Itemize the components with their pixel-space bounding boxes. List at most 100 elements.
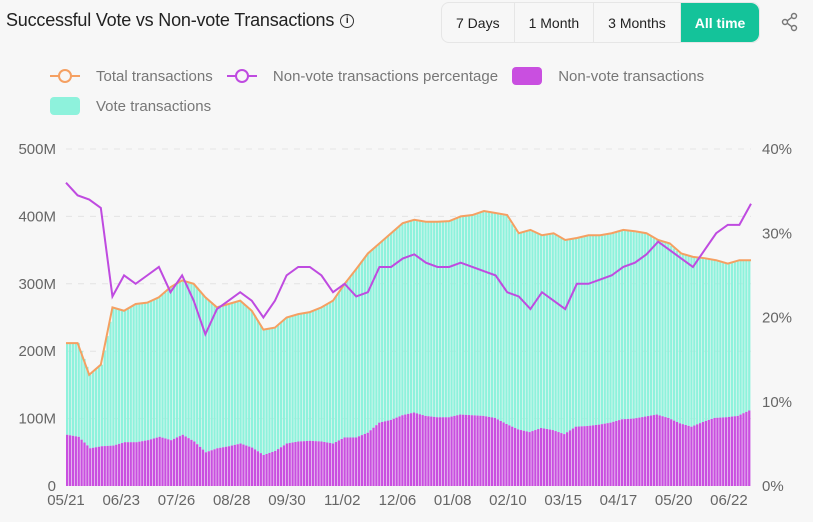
vote-bar (112, 307, 115, 446)
nonvote-bar (294, 442, 297, 486)
nonvote-bar (658, 415, 661, 486)
tab-3-months[interactable]: 3 Months (594, 3, 681, 42)
nonvote-bar (563, 434, 566, 486)
nonvote-bar (144, 440, 147, 486)
vote-bar (603, 234, 606, 424)
nonvote-bar (285, 443, 288, 486)
vote-bar (727, 262, 731, 417)
nonvote-bar (542, 428, 546, 486)
x-tick: 09/30 (268, 492, 306, 509)
nonvote-bar (430, 416, 433, 486)
vote-bar (407, 221, 410, 414)
vote-bar (421, 221, 424, 416)
y-right-tick: 20% (762, 310, 792, 327)
vote-bar (658, 240, 661, 416)
vote-bar (661, 241, 664, 417)
vote-bar (224, 304, 228, 447)
nonvote-bar (444, 417, 447, 486)
vote-bar (230, 303, 234, 446)
vote-bar (577, 237, 580, 427)
legend-vote[interactable]: Vote transactions (50, 94, 211, 118)
tab-all-time[interactable]: All time (680, 3, 760, 42)
nonvote-bar (337, 440, 340, 486)
nonvote-bar (320, 441, 323, 486)
nonvote-bar (615, 420, 618, 486)
nonvote-bar (456, 415, 459, 486)
nonvote-bar (586, 426, 589, 486)
nonvote-bar (496, 419, 499, 486)
y-right-tick: 30% (762, 225, 792, 242)
nonvote-bar (106, 445, 109, 486)
vote-bar (435, 221, 439, 418)
vote-bar (681, 254, 684, 425)
vote-bar (404, 222, 407, 415)
nonvote-bar (66, 434, 69, 486)
nonvote-bar (609, 422, 612, 486)
vote-bar (742, 260, 745, 414)
legend-pct[interactable]: Non-vote transactions percentage (226, 64, 498, 88)
nonvote-bar (288, 443, 291, 486)
info-icon[interactable]: i (340, 13, 355, 28)
vote-bar (170, 287, 173, 441)
vote-bar (291, 315, 294, 443)
total-line (66, 209, 751, 377)
nonvote-bar (401, 415, 404, 486)
tab-1-month[interactable]: 1 Month (515, 3, 595, 42)
vote-bar (68, 343, 72, 436)
nonvote-bar (594, 425, 598, 486)
y-right-tick: 10% (762, 394, 792, 411)
legend-nonvote[interactable]: Non-vote transactions (512, 64, 704, 88)
nonvote-bar (329, 443, 332, 486)
nonvote-bar (667, 417, 670, 486)
tab-7-days[interactable]: 7 Days (442, 3, 515, 42)
vote-bar (499, 214, 502, 421)
nonvote-bar (109, 445, 112, 486)
nonvote-bar (256, 451, 260, 486)
nonvote-bar (216, 448, 219, 486)
vote-bar (118, 309, 121, 444)
nonvote-bar (193, 441, 196, 486)
vote-bar (282, 320, 286, 446)
vote-bar (372, 248, 375, 428)
vote-bar (360, 261, 364, 436)
nonvote-bar (470, 415, 473, 486)
legend: Total transactions Non-vote transactions… (50, 64, 790, 124)
vote-bar (670, 245, 673, 420)
vote-bar (233, 302, 236, 445)
nonvote-bar (427, 416, 430, 486)
vote-bar (568, 238, 572, 431)
vote-bar (294, 314, 297, 443)
legend-total[interactable]: Total transactions (50, 64, 213, 88)
nonvote-bar (476, 415, 479, 486)
nonvote-bar (68, 435, 72, 486)
vote-bar (409, 220, 413, 414)
nonvote-bar (675, 421, 679, 486)
nonvote-bar (152, 438, 155, 486)
nonvote-bar (531, 431, 534, 486)
nonvote-bar (265, 453, 268, 486)
nonvote-bar (386, 420, 390, 486)
vote-bar (386, 235, 390, 421)
nonvote-bar (172, 438, 176, 486)
nonvote-bar (97, 446, 101, 486)
vote-bar (141, 303, 144, 442)
vote-bar (646, 234, 650, 417)
nonvote-bar (537, 429, 540, 486)
share-icon[interactable] (780, 12, 800, 32)
vote-bar (704, 258, 708, 421)
vote-bar (470, 215, 473, 416)
nonvote-bar (112, 445, 115, 486)
nonvote-bar (479, 415, 482, 486)
vote-bar (378, 243, 381, 423)
nonvote-bar (291, 442, 294, 486)
vote-bar (138, 303, 141, 442)
vote-bar (248, 308, 251, 447)
nonvote-bar (620, 419, 624, 486)
nonvote-bar (603, 423, 606, 486)
nonvote-bar (551, 430, 554, 486)
nonvote-bar (230, 445, 234, 486)
y-left-tick: 100M (18, 411, 56, 428)
vote-bar (167, 289, 170, 440)
vote-bar (513, 228, 517, 429)
nonvote-bar (672, 420, 676, 486)
